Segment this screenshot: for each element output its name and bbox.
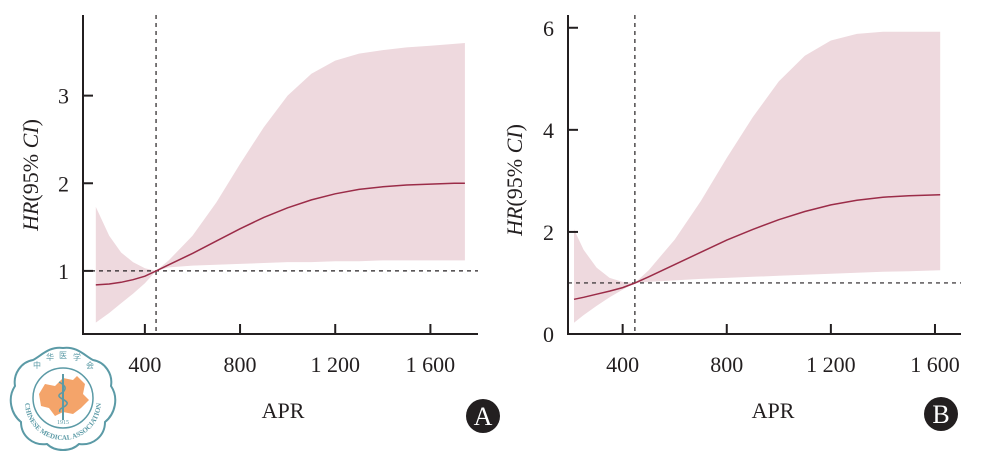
panel-b-badge-label: B: [932, 400, 949, 429]
panel-b-plot-area: [568, 15, 961, 334]
panel-b-y-axis-title: HR(95% CI): [502, 124, 527, 237]
panel-a-x-tick-label: 1 200: [310, 352, 360, 377]
logo-ring-inner: [32, 367, 94, 429]
panel-a: 1 2 3 400 800 1 200 1 600 APR HR(95% CI) A: [18, 15, 500, 433]
panel-b-y-tick-label: 4: [543, 118, 554, 143]
panel-a-y-axis: 1 2 3: [58, 15, 93, 335]
panel-b-y-tick-label: 6: [543, 16, 554, 41]
panel-a-y-tick-label: 2: [58, 171, 69, 196]
panel-b-ylabel-close: ): [502, 124, 527, 131]
panel-a-x-tick-label: 800: [224, 352, 257, 377]
logo-char-5: 会: [86, 360, 94, 370]
panel-a-y-tick-label: 1: [58, 259, 69, 284]
panel-a-y-axis-title: HR(95% CI): [18, 119, 43, 232]
panel-b-x-tick-label: 1 200: [806, 352, 856, 377]
panel-a-ylabel-close: ): [18, 119, 43, 126]
panel-b-ylabel-hr: HR: [502, 206, 527, 237]
serpent-icon: [58, 381, 68, 413]
panel-a-ylabel-hr: HR: [18, 201, 43, 232]
panel-a-ylabel-ci: CI: [18, 125, 43, 149]
logo-char-4: 学: [73, 352, 81, 362]
panel-b-x-tick-label: 400: [606, 352, 639, 377]
panel-a-x-tick-label: 1 600: [406, 352, 456, 377]
panel-a-ci-band: [95, 43, 465, 323]
panel-a-plot-area: [83, 15, 478, 334]
panel-b-badge-circle: [924, 397, 958, 431]
panel-b-ylabel-ci: CI: [502, 130, 527, 154]
panel-b-x-axis: 400 800 1 200 1 600: [567, 324, 961, 377]
panel-a-badge-circle: [466, 399, 500, 433]
panel-b-x-axis-title: APR: [752, 398, 795, 423]
panel-a-ylabel-rest: (95%: [18, 148, 43, 201]
panel-b-ylabel-rest: (95%: [502, 153, 527, 206]
panel-b-y-axis: 0 2 4 6: [543, 15, 578, 347]
logo-year: 1915: [57, 420, 69, 426]
panel-b-hr-line: [573, 193, 941, 301]
panel-b-y-tick-label: 2: [543, 220, 554, 245]
panel-b-ci-band: [574, 31, 941, 323]
logo-char-1: 中: [33, 360, 41, 370]
panel-a-x-axis: 400 800 1 200 1 600: [82, 324, 478, 377]
chinese-medical-association-logo: 1915 中 华 医 学 会 CHINESE MEDICAL ASSOCIATI…: [9, 346, 117, 451]
panel-b: 0 2 4 6 400 800 1 200 1 600 APR HR(95% CI) B: [502, 15, 961, 431]
logo-char-2: 华: [46, 352, 54, 362]
logo-char-3: 医: [59, 351, 67, 360]
panel-b-x-tick-label: 1 600: [910, 352, 960, 377]
panel-a-badge: A: [466, 399, 500, 433]
panel-a-y-tick-label: 3: [58, 84, 69, 109]
panel-b-x-tick-label: 800: [710, 352, 743, 377]
panel-b-y-tick-label: 0: [543, 322, 554, 347]
panel-a-x-tick-label: 400: [128, 352, 161, 377]
panel-a-hr-line: [95, 182, 465, 286]
panel-b-badge: B: [924, 397, 958, 431]
panel-a-x-axis-title: APR: [262, 398, 305, 423]
panel-a-badge-label: A: [474, 402, 493, 431]
